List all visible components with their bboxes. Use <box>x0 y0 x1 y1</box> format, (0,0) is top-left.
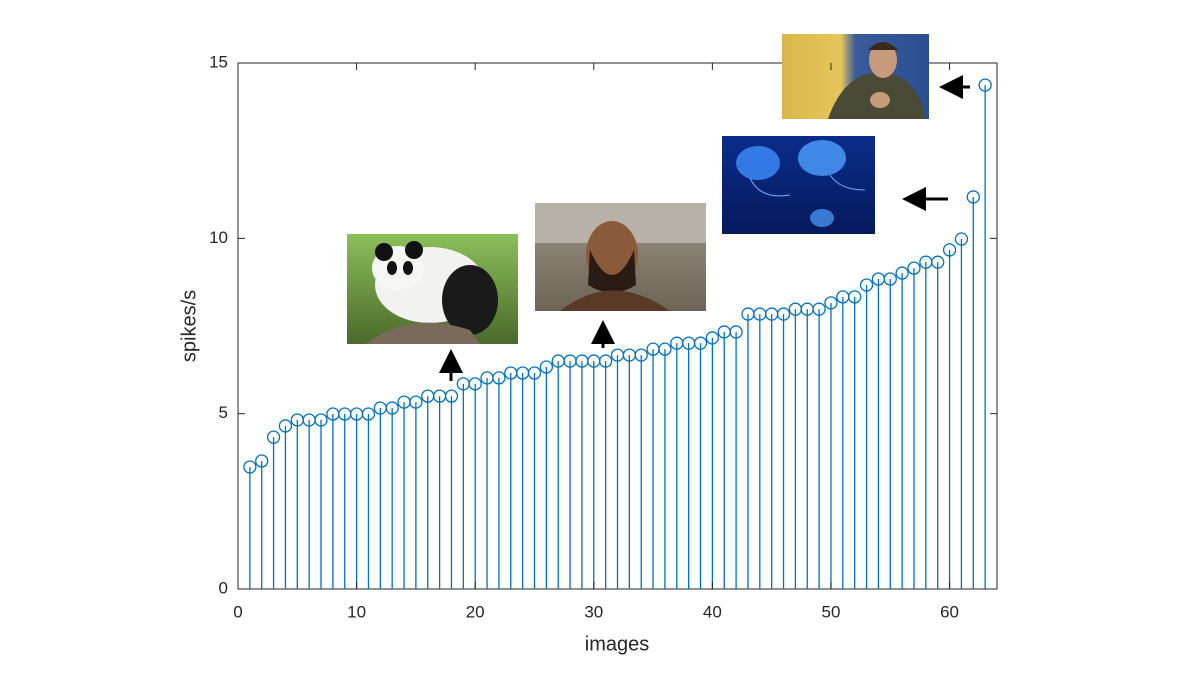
x-tick-label: 20 <box>466 602 485 621</box>
stem-marker <box>895 266 909 280</box>
y-axis-label: spikes/s <box>178 290 200 362</box>
stem-marker <box>492 371 506 385</box>
arrows <box>439 75 970 381</box>
stem-marker <box>243 460 257 474</box>
stem-marker <box>693 336 708 350</box>
stem-marker <box>385 401 399 415</box>
stem-marker <box>278 419 293 433</box>
y-tick-label: 10 <box>209 228 228 247</box>
stem-marker <box>361 407 376 421</box>
stem-marker <box>527 366 542 380</box>
stem-marker <box>314 413 328 427</box>
x-tick-label: 10 <box>347 602 366 621</box>
stem-marker <box>883 272 897 286</box>
stem-marker <box>409 395 423 409</box>
stem-marker <box>444 389 459 403</box>
stem-marker <box>729 325 743 339</box>
stem-marker <box>776 307 791 321</box>
x-tick-label: 50 <box>822 602 841 621</box>
stem-marker <box>848 290 862 304</box>
y-tick-label: 0 <box>219 578 228 597</box>
stem-marker <box>966 190 980 204</box>
x-axis-label: images <box>585 633 649 655</box>
x-tick-label: 40 <box>703 602 722 621</box>
stem-marker <box>255 454 269 468</box>
stem-marker <box>468 377 482 391</box>
stem-marker <box>812 302 826 316</box>
y-tick-label: 15 <box>209 52 228 71</box>
person-image <box>782 34 929 119</box>
stem-marker <box>824 296 838 310</box>
stem-marker <box>705 331 720 345</box>
y-tick-label: 5 <box>219 403 228 422</box>
stem-marker <box>931 255 945 269</box>
stem-marker <box>859 278 874 292</box>
x-tick-label: 30 <box>584 602 603 621</box>
stem-marker <box>954 232 969 246</box>
stem-marker <box>658 342 672 356</box>
stem-marker <box>634 348 648 362</box>
stem-marker <box>978 78 992 92</box>
stem-marker <box>266 430 281 444</box>
panda-image <box>347 234 518 344</box>
x-tick-label: 0 <box>233 602 242 621</box>
man-image <box>535 203 706 311</box>
stem-marker <box>907 261 921 275</box>
stem-marker <box>539 360 553 374</box>
jellyfish-image <box>722 136 875 234</box>
stem-marker <box>598 354 613 368</box>
x-tick-label: 60 <box>940 602 959 621</box>
stem-marker <box>942 243 957 257</box>
